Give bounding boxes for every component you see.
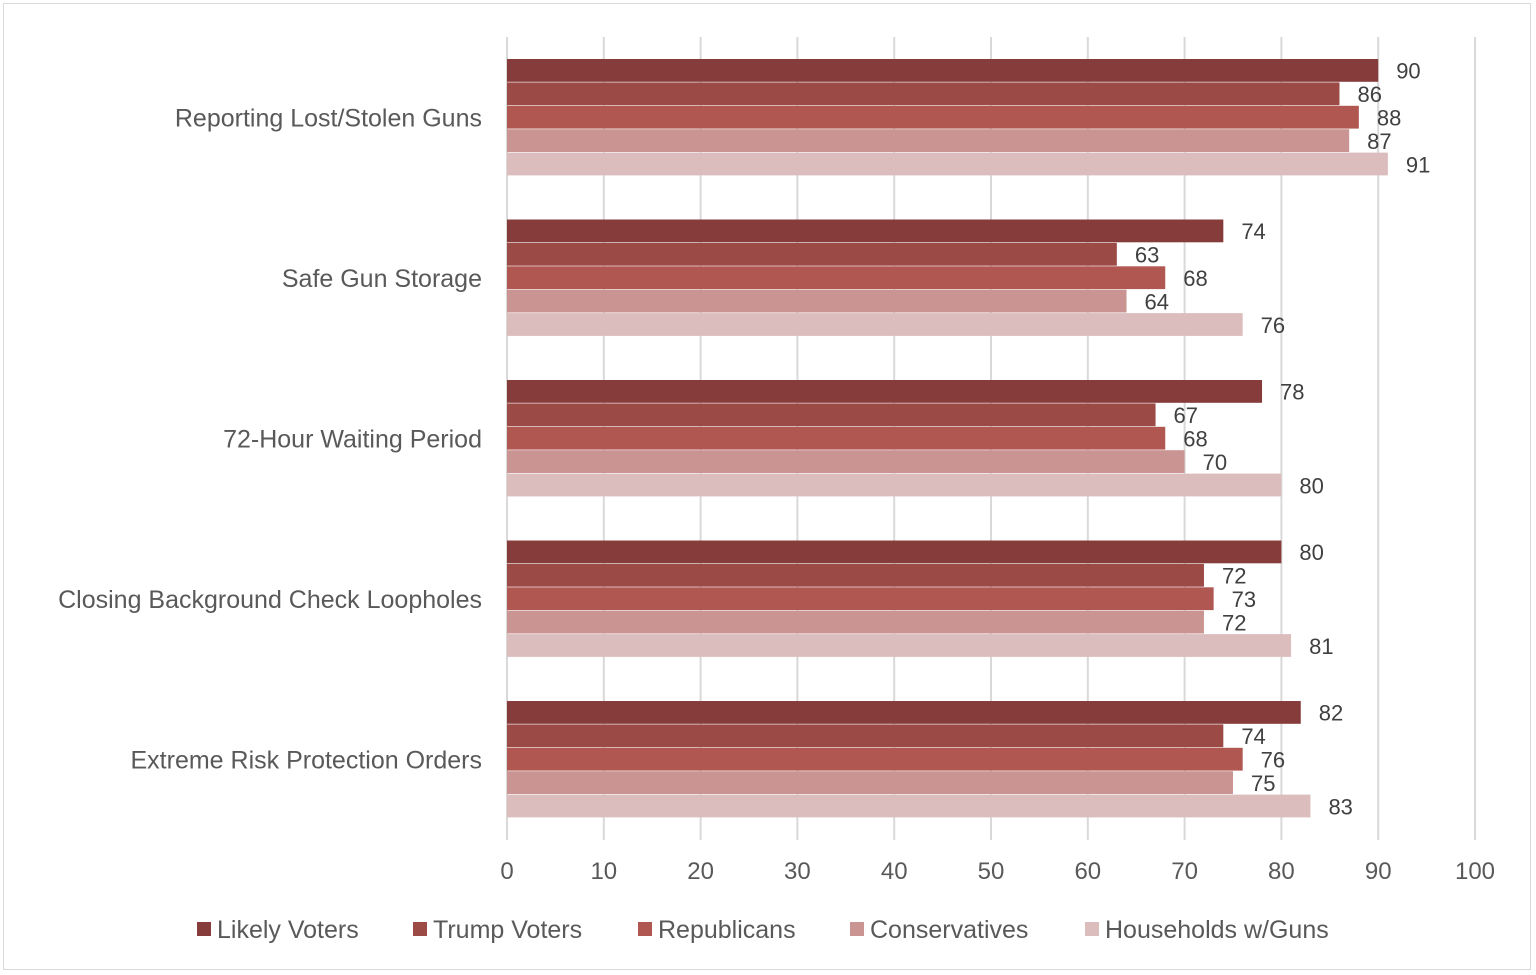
legend-label: Trump Voters — [433, 916, 582, 944]
x-tick-label: 20 — [687, 858, 714, 885]
data-label: 90 — [1396, 59, 1420, 84]
legend-swatch — [638, 922, 652, 936]
bar — [507, 380, 1263, 403]
data-label: 76 — [1261, 748, 1285, 773]
category-label: Reporting Lost/Stolen Guns — [175, 105, 482, 133]
category-label: Safe Gun Storage — [282, 265, 482, 293]
data-label: 72 — [1222, 564, 1246, 589]
bar — [507, 771, 1233, 794]
data-label: 82 — [1319, 701, 1343, 726]
data-label: 76 — [1261, 313, 1285, 338]
legend-label: Republicans — [658, 916, 796, 944]
data-label: 70 — [1203, 450, 1227, 475]
data-label: 73 — [1232, 587, 1256, 612]
x-tick-label: 30 — [784, 858, 811, 885]
data-label: 67 — [1174, 403, 1198, 428]
data-label: 80 — [1299, 540, 1323, 565]
data-label: 72 — [1222, 610, 1246, 635]
bar — [507, 266, 1166, 290]
data-label: 74 — [1241, 724, 1265, 749]
category-label: 72-Hour Waiting Period — [223, 426, 482, 454]
bar — [507, 634, 1292, 657]
legend-swatch — [197, 922, 211, 936]
x-tick-label: 0 — [500, 858, 513, 885]
data-label: 78 — [1280, 380, 1304, 405]
bar — [507, 724, 1224, 748]
category-label: Extreme Risk Protection Orders — [131, 747, 483, 775]
bar — [507, 610, 1204, 634]
x-tick-label: 70 — [1171, 858, 1198, 885]
x-tick-label: 40 — [881, 858, 908, 885]
bar — [507, 403, 1156, 427]
legend-label: Households w/Guns — [1105, 916, 1329, 944]
bar — [507, 473, 1282, 497]
data-label: 63 — [1135, 243, 1159, 268]
bar — [507, 219, 1224, 243]
bar — [507, 289, 1127, 313]
data-label: 91 — [1406, 152, 1430, 177]
data-label: 64 — [1145, 289, 1169, 314]
bar — [507, 313, 1243, 336]
bar — [507, 587, 1214, 611]
chart-frame — [3, 3, 1531, 970]
x-tick-label: 80 — [1268, 858, 1295, 885]
bar — [507, 82, 1340, 106]
bar — [507, 105, 1359, 129]
data-label: 81 — [1309, 634, 1333, 659]
bar — [507, 59, 1379, 82]
bar — [507, 563, 1204, 587]
data-label: 75 — [1251, 771, 1275, 796]
legend-label: Conservatives — [870, 916, 1028, 944]
data-label: 68 — [1183, 266, 1207, 291]
data-label: 88 — [1377, 106, 1401, 131]
bar — [507, 450, 1185, 473]
legend-label: Likely Voters — [217, 916, 359, 944]
data-label: 87 — [1367, 129, 1391, 154]
bar — [507, 129, 1350, 152]
data-label: 74 — [1241, 219, 1265, 244]
x-tick-label: 60 — [1074, 858, 1101, 885]
x-tick-label: 90 — [1365, 858, 1392, 885]
legend-swatch — [850, 922, 864, 936]
bar — [507, 747, 1243, 771]
x-tick-label: 10 — [590, 858, 617, 885]
legend-swatch — [413, 922, 427, 936]
bar — [507, 540, 1282, 564]
data-label: 86 — [1357, 82, 1381, 107]
bar — [507, 242, 1117, 266]
x-tick-label: 100 — [1455, 858, 1495, 885]
bar — [507, 794, 1311, 818]
data-label: 68 — [1183, 427, 1207, 452]
bar — [507, 152, 1388, 176]
bar — [507, 426, 1166, 450]
data-label: 80 — [1299, 473, 1323, 498]
x-tick-label: 50 — [978, 858, 1005, 885]
category-label: Closing Background Check Loopholes — [58, 586, 482, 614]
bar — [507, 701, 1301, 724]
data-label: 83 — [1328, 794, 1352, 819]
legend-swatch — [1085, 922, 1099, 936]
